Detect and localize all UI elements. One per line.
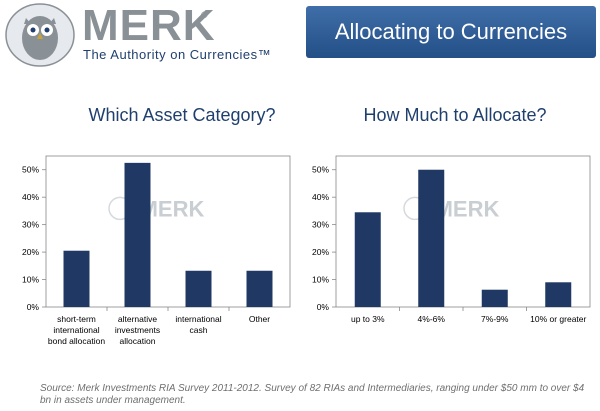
merk-logo: MERK ® The Authority on Currencies™ — [4, 2, 294, 68]
y-tick-label: 50% — [312, 165, 329, 175]
category-label: alternative — [118, 314, 157, 324]
bar — [481, 289, 508, 307]
category-label: up to 3% — [351, 314, 385, 324]
category-label: international — [175, 314, 221, 324]
y-tick-label: 10% — [22, 275, 39, 285]
y-tick-label: 40% — [312, 192, 329, 202]
bar — [246, 270, 273, 307]
category-label: short-term — [57, 314, 96, 324]
header: MERK ® The Authority on Currencies™ Allo… — [0, 0, 600, 72]
asset-category-chart: MERK0%10%20%30%40%50%short-terminternati… — [22, 155, 291, 346]
page-title: Allocating to Currencies — [306, 6, 596, 58]
y-tick-label: 10% — [312, 275, 329, 285]
category-label: cash — [190, 325, 208, 335]
y-tick-label: 0% — [317, 302, 330, 312]
y-tick-label: 20% — [312, 247, 329, 257]
category-label: allocation — [120, 336, 156, 346]
bar — [63, 250, 90, 307]
bar — [354, 212, 381, 307]
category-label: 10% or greater — [530, 314, 586, 324]
bar — [418, 169, 445, 307]
y-tick-label: 0% — [27, 302, 40, 312]
registered-mark: ® — [201, 10, 208, 20]
bar — [124, 162, 151, 307]
category-label: Other — [249, 314, 270, 324]
y-tick-label: 30% — [22, 220, 39, 230]
y-tick-label: 50% — [22, 165, 39, 175]
y-tick-label: 40% — [22, 192, 39, 202]
allocation-amount-chart: MERK 0% 10% 20% 30% 40% 50% up to 3% 4%-6% 7%-9% 1… — [312, 155, 591, 324]
chart-title-how-much: How Much to Allocate? — [363, 105, 547, 125]
category-label: 4%-6% — [418, 314, 446, 324]
category-label: international — [53, 325, 99, 335]
y-tick-label: 20% — [22, 247, 39, 257]
owl-icon — [5, 3, 75, 67]
watermark: MERK — [435, 196, 500, 221]
bar — [185, 270, 212, 307]
category-label: investments — [115, 325, 160, 335]
category-label: bond allocation — [48, 336, 105, 346]
brand-tagline: The Authority on Currencies™ — [83, 47, 272, 62]
bar — [545, 282, 572, 307]
brand-name: MERK — [82, 1, 216, 50]
y-tick-label: 30% — [312, 220, 329, 230]
chart-title-asset-category: Which Asset Category? — [88, 105, 276, 125]
source-note: Source: Merk Investments RIA Survey 2011… — [40, 383, 585, 406]
category-label: 7%-9% — [481, 314, 509, 324]
